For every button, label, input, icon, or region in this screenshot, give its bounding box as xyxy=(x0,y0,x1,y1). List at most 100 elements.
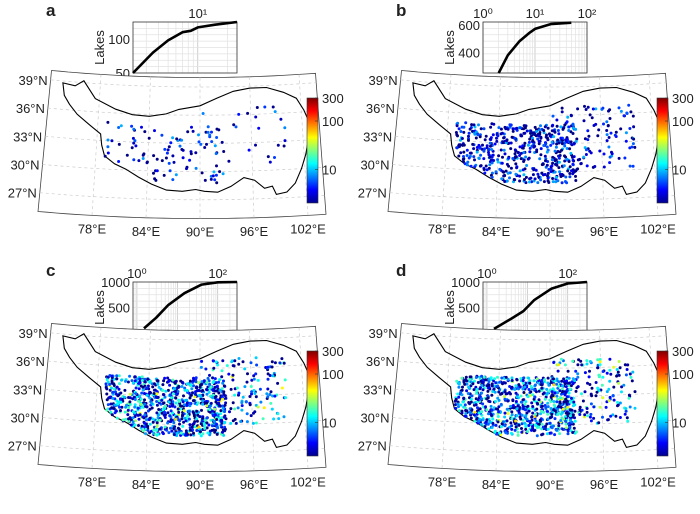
lake-point xyxy=(497,126,501,130)
lake-point xyxy=(169,409,173,413)
lake-point xyxy=(220,375,224,379)
lake-point xyxy=(468,127,472,131)
lake-point xyxy=(501,155,504,159)
lake-point xyxy=(145,418,148,422)
lake-point xyxy=(215,418,219,421)
map-lat-label: 33°N xyxy=(13,129,42,144)
lake-point xyxy=(211,376,215,380)
lake-point xyxy=(608,368,612,372)
lake-point xyxy=(464,412,468,415)
lake-point xyxy=(477,123,480,127)
lake-point xyxy=(563,393,567,397)
lake-point xyxy=(511,157,515,160)
lake-point xyxy=(231,378,235,382)
lake-point xyxy=(161,388,165,392)
lake-point xyxy=(490,408,494,412)
lake-point xyxy=(190,125,193,129)
lake-point xyxy=(110,139,114,143)
lake-point xyxy=(515,395,519,399)
lake-point xyxy=(595,390,599,394)
lake-point xyxy=(229,407,233,411)
lake-point xyxy=(140,391,144,395)
lake-point xyxy=(540,433,544,437)
lake-point xyxy=(506,127,510,131)
lake-point xyxy=(539,153,543,157)
lake-point xyxy=(127,396,130,399)
lake-point xyxy=(625,416,629,420)
lake-point xyxy=(623,156,627,160)
lake-point xyxy=(527,409,531,413)
lake-point xyxy=(585,164,589,168)
lake-point xyxy=(156,382,160,386)
lake-point xyxy=(196,401,200,405)
lake-point xyxy=(499,392,503,396)
lake-point xyxy=(504,127,508,131)
lake-point xyxy=(156,413,160,417)
lake-point xyxy=(570,420,574,424)
lake-point xyxy=(549,143,553,147)
lake-point xyxy=(588,113,592,117)
lake-point xyxy=(508,176,511,180)
lake-point xyxy=(500,131,504,135)
lake-point xyxy=(490,393,494,397)
lake-point xyxy=(155,400,159,403)
lake-point xyxy=(493,142,497,146)
lake-point xyxy=(513,136,517,140)
lake-point xyxy=(576,107,580,111)
lake-point xyxy=(589,419,593,423)
lake-point xyxy=(481,418,485,422)
lake-point xyxy=(568,165,572,169)
lake-point xyxy=(479,379,483,383)
lake-point xyxy=(546,412,550,416)
lake-point xyxy=(163,395,167,399)
lake-point xyxy=(515,126,519,130)
lake-point xyxy=(482,127,486,131)
lake-point xyxy=(261,417,265,421)
lake-point xyxy=(503,397,507,401)
lake-point xyxy=(544,159,547,163)
lake-point xyxy=(454,403,457,407)
lake-point xyxy=(625,111,629,115)
lake-point xyxy=(559,136,563,140)
lake-point xyxy=(602,152,606,156)
lake-point xyxy=(561,384,565,388)
lake-point xyxy=(514,384,518,388)
lake-point xyxy=(556,179,560,183)
lake-point xyxy=(114,409,118,413)
lake-point xyxy=(573,419,577,423)
lake-point xyxy=(517,383,521,387)
lake-point xyxy=(148,391,152,395)
plateau-boundary xyxy=(412,333,662,449)
colorbar-tick-label: 10 xyxy=(672,162,686,177)
lake-point xyxy=(245,412,249,416)
lake-point xyxy=(519,400,523,404)
lake-point xyxy=(255,363,259,367)
lake-point xyxy=(550,164,554,168)
lake-point xyxy=(174,379,178,383)
lake-point xyxy=(492,387,496,391)
lake-point xyxy=(592,416,596,420)
lake-point xyxy=(546,391,549,395)
lake-point xyxy=(585,359,589,363)
lake-point xyxy=(540,404,544,408)
lake-point xyxy=(134,144,138,148)
map-lat-label: 39°N xyxy=(19,326,48,341)
lake-point xyxy=(271,374,275,378)
lake-point xyxy=(165,151,169,155)
lake-point xyxy=(630,145,634,149)
lake-point xyxy=(130,124,134,128)
lake-point xyxy=(127,419,131,423)
lake-point xyxy=(207,423,211,427)
lake-point xyxy=(522,127,526,131)
lake-point xyxy=(271,394,274,398)
lake-point xyxy=(471,382,475,386)
map-lon-label: 78°E xyxy=(428,221,457,236)
lake-point xyxy=(462,397,466,401)
lake-point xyxy=(502,174,506,178)
lake-point xyxy=(458,138,462,142)
lake-point xyxy=(152,171,155,175)
lake-point xyxy=(254,395,258,399)
lake-point xyxy=(162,173,166,177)
